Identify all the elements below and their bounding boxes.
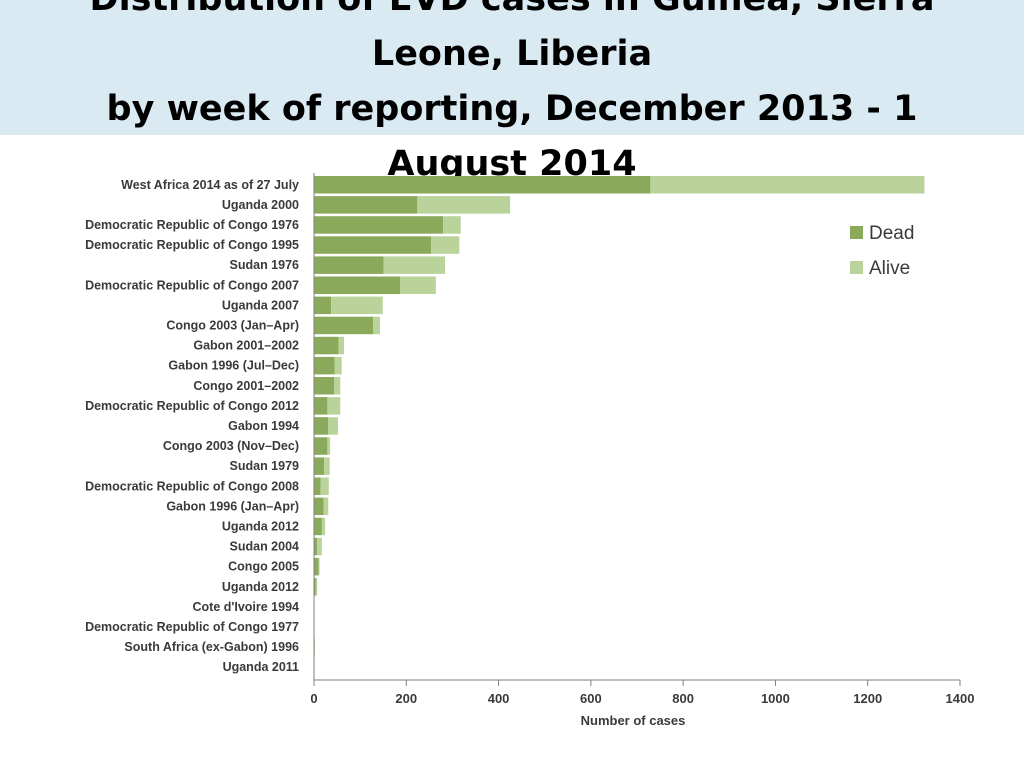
category-label: Uganda 2000 <box>222 198 299 212</box>
x-tick-label: 800 <box>672 691 694 706</box>
category-label: Congo 2003 (Jan–Apr) <box>166 318 299 332</box>
title-band <box>0 0 1024 135</box>
bar-dead-segment <box>314 356 335 375</box>
category-label: Democratic Republic of Congo 2007 <box>85 278 299 292</box>
category-label: Sudan 1976 <box>230 258 300 272</box>
bar-alive-segment <box>650 176 925 194</box>
bar-dead-segment <box>314 477 321 495</box>
x-tick-label: 0 <box>310 691 317 706</box>
legend-label-dead: Dead <box>869 223 914 244</box>
bar-dead-segment <box>314 397 328 415</box>
legend-swatch-alive <box>850 261 863 274</box>
bar-dead-segment <box>314 457 325 475</box>
x-tick-label: 400 <box>488 691 510 706</box>
bar-dead-segment <box>314 497 324 516</box>
x-tick-label: 1000 <box>761 691 790 706</box>
category-label: South Africa (ex-Gabon) 1996 <box>124 640 299 654</box>
bar-dead-segment <box>314 296 332 315</box>
bar-alive-segment <box>431 236 460 254</box>
bar-alive-segment <box>400 276 436 294</box>
bar-dead-segment <box>314 377 335 395</box>
category-label: Gabon 2001–2002 <box>193 339 299 353</box>
bar-alive-segment <box>383 256 446 274</box>
category-label: Democratic Republic of Congo 1995 <box>85 238 299 252</box>
bar-dead-segment <box>314 276 401 294</box>
x-tick-label: 1200 <box>853 691 882 706</box>
category-label: Congo 2005 <box>228 560 299 574</box>
category-label: Uganda 2012 <box>222 580 299 594</box>
category-label: Uganda 2012 <box>222 519 299 533</box>
category-label: Democratic Republic of Congo 2008 <box>85 479 299 493</box>
legend-label-alive: Alive <box>869 258 910 279</box>
bar-dead-segment <box>314 336 339 355</box>
category-label: Uganda 2007 <box>222 298 299 312</box>
category-label: Cote d'Ivoire 1994 <box>193 600 300 614</box>
bar-alive-segment <box>328 417 338 435</box>
legend-swatch-dead <box>850 226 863 239</box>
category-label: Congo 2001–2002 <box>193 379 299 393</box>
bar-dead-segment <box>314 557 319 576</box>
category-label: Uganda 2011 <box>223 660 299 674</box>
category-label: Congo 2003 (Nov–Dec) <box>163 439 299 453</box>
bar-alive-segment <box>315 578 318 596</box>
bar-dead-segment <box>314 216 444 234</box>
x-axis-title: Number of cases <box>581 713 686 728</box>
bar-alive-segment <box>331 296 383 315</box>
bar-alive-segment <box>320 477 329 495</box>
bar-alive-segment <box>321 517 326 536</box>
bar-dead-segment <box>314 537 318 556</box>
x-tick-label: 200 <box>395 691 417 706</box>
bar-alive-segment <box>417 196 511 214</box>
bar-alive-segment <box>338 336 344 355</box>
bar-alive-segment <box>327 397 341 415</box>
bar-alive-segment <box>443 216 461 234</box>
bar-dead-segment <box>314 417 329 435</box>
category-label: Democratic Republic of Congo 1976 <box>85 218 299 232</box>
category-label: West Africa 2014 as of 27 July <box>121 178 299 192</box>
title-line-4: August 2014 <box>387 144 637 182</box>
category-label: Gabon 1996 (Jan–Apr) <box>166 499 299 513</box>
bar-dead-segment <box>314 196 418 214</box>
title-line-2: Leone, Liberia <box>371 34 653 74</box>
bar-alive-segment <box>327 437 331 455</box>
bar-alive-segment <box>317 537 322 556</box>
bar-alive-segment <box>318 557 320 576</box>
bar-dead-segment <box>314 517 322 536</box>
category-label: Democratic Republic of Congo 1977 <box>85 620 299 634</box>
bar-dead-segment <box>314 316 374 335</box>
category-label: Gabon 1994 <box>228 419 299 433</box>
title-line-1: Distribution of EVD cases in Guinea, Sie… <box>0 0 1024 27</box>
category-label: Gabon 1996 (Jul–Dec) <box>168 359 299 373</box>
bar-alive-segment <box>323 497 329 516</box>
bar-dead-segment <box>314 437 328 455</box>
category-label: Sudan 1979 <box>230 459 300 473</box>
bar-dead-segment <box>314 236 432 254</box>
bar-alive-segment <box>334 356 342 375</box>
bar-dead-segment <box>314 256 384 274</box>
x-tick-label: 600 <box>580 691 602 706</box>
title-line-3: by week of reporting, December 2013 - 1 <box>106 89 918 129</box>
bar-alive-segment <box>334 377 341 395</box>
bar-alive-segment <box>324 457 330 475</box>
category-label: Sudan 2004 <box>230 540 300 554</box>
bar-dead-segment <box>314 176 651 194</box>
bar-alive-segment <box>373 316 380 335</box>
slide-title: Distribution of EVD cases in Guinea, Sie… <box>0 0 1024 182</box>
x-tick-label: 1400 <box>946 691 975 706</box>
category-label: Democratic Republic of Congo 2012 <box>85 399 299 413</box>
bar-dead-segment <box>314 578 316 596</box>
